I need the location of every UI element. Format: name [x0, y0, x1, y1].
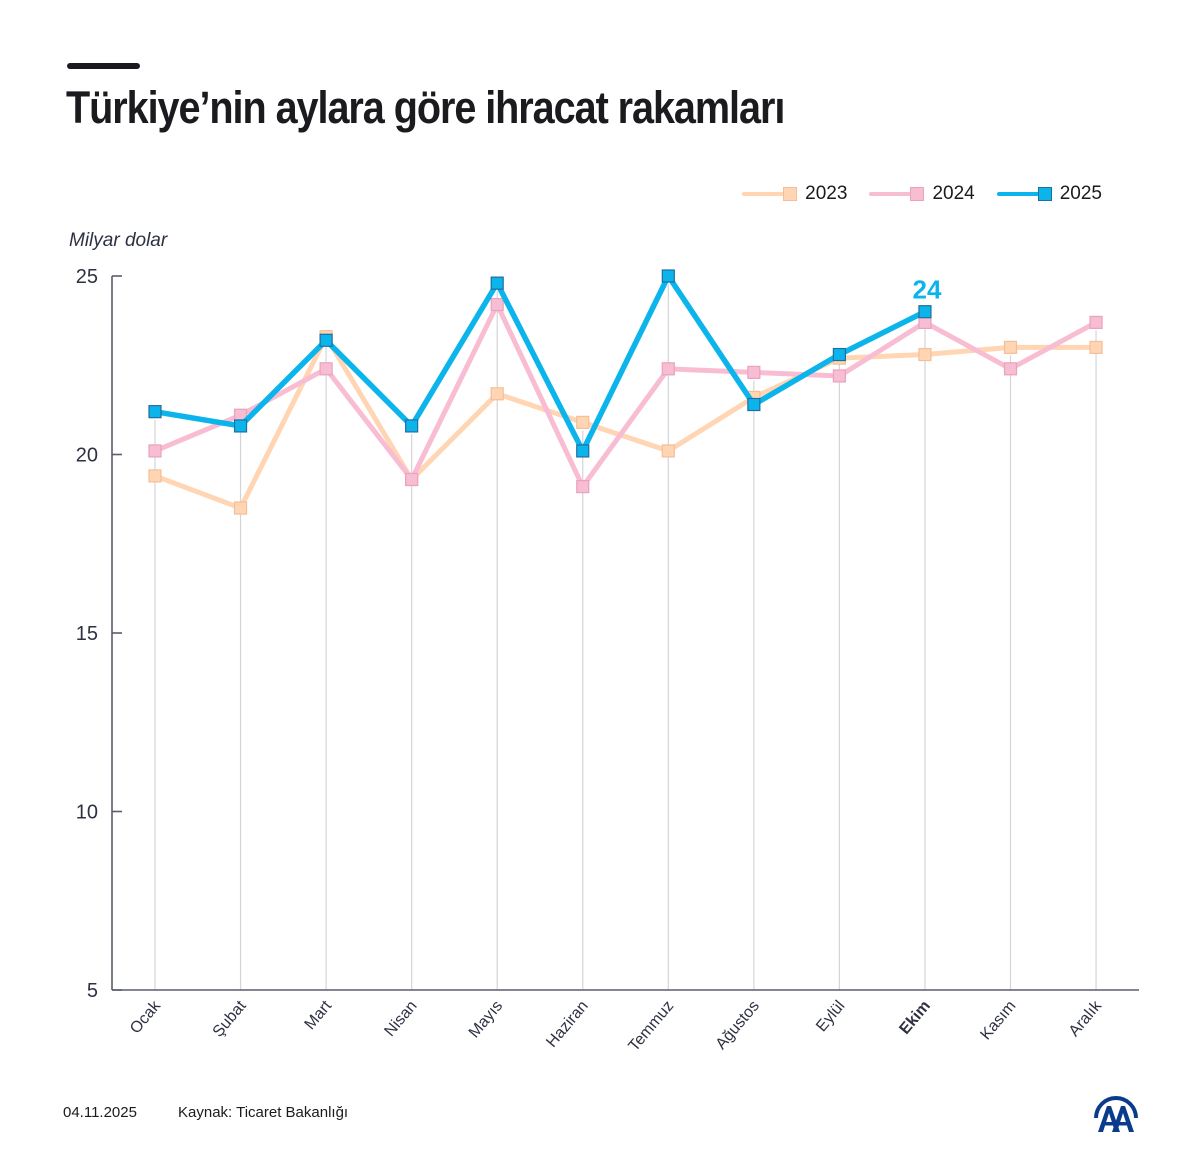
data-point-marker: [576, 444, 590, 458]
x-tick-label: Nisan: [381, 998, 420, 1040]
data-point-marker: [832, 369, 847, 383]
data-point-marker: [661, 269, 675, 283]
data-point-marker: [233, 501, 248, 515]
y-tick-label: 20: [76, 445, 98, 467]
legend-swatch-icon: [996, 187, 1052, 201]
data-point-marker: [319, 362, 333, 376]
series-line-2023: [152, 334, 1099, 511]
data-point-marker: [1003, 362, 1018, 376]
data-point-marker: [661, 444, 675, 458]
legend-swatch-icon: [869, 187, 925, 201]
data-point-marker: [233, 419, 248, 433]
x-tick-label: Ekim: [896, 998, 934, 1038]
data-point-marker: [747, 397, 761, 412]
legend-item-2024: 2024: [869, 183, 975, 205]
data-point-marker: [832, 347, 847, 362]
data-point-marker: [319, 333, 333, 347]
axes: [111, 275, 1139, 991]
x-tick-label: Ağustos: [713, 998, 763, 1053]
data-point-marker: [1089, 340, 1103, 354]
legend-item-2023: 2023: [742, 183, 847, 205]
y-tick-label: 10: [76, 802, 98, 824]
legend-label: 2025: [1059, 183, 1102, 204]
x-tick-label: Eylül: [813, 998, 848, 1035]
x-tick-label: Mart: [302, 997, 336, 1033]
title-accent-bar: [67, 63, 140, 69]
data-point-marker: [747, 365, 761, 379]
data-point-marker: [148, 444, 162, 458]
aa-logo-icon: [1094, 1096, 1138, 1132]
data-point-marker: [918, 305, 932, 319]
legend-label: 2024: [932, 183, 975, 204]
y-tick-label: 15: [76, 623, 98, 645]
series-line-2025: [152, 273, 928, 454]
gridlines: [154, 284, 1097, 990]
data-point-marker: [576, 480, 590, 494]
data-point-marker: [148, 469, 162, 483]
data-point-marker: [405, 419, 419, 433]
legend: 2023 2024 2025: [742, 183, 1102, 205]
legend-swatch-icon: [742, 187, 798, 201]
y-axis-unit-label: Milyar dolar: [69, 230, 168, 251]
data-point-marker: [405, 472, 419, 487]
source-note: Kaynak: Ticaret Bakanlığı: [178, 1104, 349, 1121]
data-point-marker: [490, 276, 504, 290]
publish-date: 04.11.2025: [63, 1104, 137, 1121]
data-point-marker: [490, 297, 504, 312]
x-tick-label: Şubat: [210, 997, 250, 1040]
x-tick-label: Temmuz: [625, 998, 677, 1055]
data-point-marker: [1003, 340, 1018, 354]
axis-labels: 5 10 15 20 25 Ocak Şubat Mart Nisan Mayıs Haziran T…: [76, 266, 1106, 1055]
legend-label: 2023: [805, 183, 848, 204]
x-tick-label: Mayıs: [466, 998, 506, 1042]
x-tick-label: Haziran: [543, 998, 591, 1051]
x-tick-label: Ocak: [127, 997, 165, 1037]
x-tick-label: Aralık: [1066, 997, 1106, 1040]
data-point-marker: [661, 362, 675, 376]
x-tick-label: Kasım: [977, 998, 1019, 1044]
legend-item-2025: 2025: [996, 183, 1102, 205]
y-tick-label: 25: [76, 266, 98, 288]
page-title: Türkiye’nin aylara göre ihracat rakamlar…: [66, 82, 785, 133]
data-point-marker: [576, 415, 590, 429]
data-point-marker: [490, 387, 504, 401]
series-line-2024: [152, 302, 1099, 490]
highlight-value-label: 24: [912, 275, 941, 305]
data-point-marker: [148, 405, 162, 419]
data-point-marker: [918, 347, 932, 362]
y-tick-label: 5: [87, 980, 98, 1002]
series-lines: [148, 269, 1103, 515]
data-point-marker: [1089, 315, 1103, 330]
